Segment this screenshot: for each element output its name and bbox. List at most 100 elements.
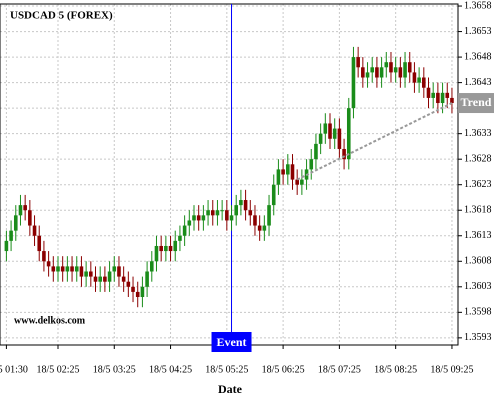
x-tick-label: 18/5 08:25 [374,364,417,375]
candle-body [229,215,234,221]
candle-body [9,230,13,241]
candle-body [398,67,403,78]
candle-body [182,225,187,236]
candle-body [210,210,215,216]
candle-body [234,205,239,216]
chart-title: USDCAD 5 (FOREX) [10,10,113,22]
candle-body [28,210,32,226]
y-tick-label: 1.3618 [464,205,492,216]
y-tick-label: 1.3593 [464,332,492,343]
candle-body [290,164,295,180]
candle-body [356,57,360,68]
candle-body [393,67,398,73]
candle-body [389,62,393,73]
candle-body [342,148,346,160]
candle-body [431,92,435,98]
candle-body [103,276,107,282]
candle-body [346,108,351,160]
candle-body [107,271,112,282]
candle-body [384,62,389,68]
candle-body [46,261,51,267]
candle-body [281,169,285,175]
x-tick-label: 18/5 01:30 [0,364,28,375]
event-label-box [211,332,252,352]
candle-body [18,205,23,216]
candle-body [295,179,299,185]
candle-body [4,240,9,252]
candle-body [267,205,271,226]
candle-body [178,235,182,241]
candle-body [412,72,417,83]
candle-body [60,266,65,272]
candle-body [168,245,173,252]
y-tick-label: 1.3658 [464,0,492,11]
candle-body [93,276,98,282]
candle-body [154,245,159,262]
y-tick-label: 1.3648 [464,51,492,62]
candle-body [65,266,70,272]
candle-body [450,97,454,104]
candle-body [220,210,224,212]
candle-body [379,67,384,78]
candle-body [262,225,267,231]
candle-body [192,215,196,221]
candle-body [440,92,445,104]
event-label: Event [217,335,247,349]
candle-body [309,159,314,170]
y-tick-label: 1.3623 [464,179,492,190]
candle-body [56,266,60,272]
candle-body [173,240,178,252]
x-tick-label: 18/5 05:25 [205,364,248,375]
y-tick-label: 1.3603 [464,281,492,292]
y-tick-label: 1.3653 [464,26,492,37]
trend-label-box [458,93,494,114]
candle-body [351,57,356,109]
candle-body [187,220,192,226]
candle-body [271,184,276,206]
candle-body [121,276,126,282]
candle-body [196,215,201,221]
candle-body [286,164,290,175]
candle-body [318,133,323,144]
y-tick-label: 1.3613 [464,230,492,241]
candle-body [159,245,163,252]
x-tick-label: 18/5 09:25 [430,364,473,375]
trend-line [296,102,453,181]
candle-body [51,266,56,272]
candle-body [89,271,93,277]
candle-body [337,128,342,149]
candle-body [42,251,46,262]
candle-body [407,62,412,73]
candle-body [243,200,248,211]
x-tick-label: 18/5 03:25 [93,364,136,375]
candle-body [145,271,149,287]
candle-body [79,266,84,277]
candle-body [332,128,337,139]
y-tick-label: 1.3628 [464,153,492,164]
candle-body [375,67,379,78]
candle-body [206,210,210,216]
candle-body [403,62,407,78]
candle-body [32,225,37,236]
candle-body [140,286,145,298]
x-axis-label: Date [218,382,243,396]
candle-body [328,123,332,139]
candle-body [436,92,440,104]
candle-body [98,276,102,282]
candle-body [131,286,135,292]
candle-body [70,266,74,272]
candle-body [300,179,304,185]
candle-body [215,210,220,216]
candle-body [445,92,450,98]
candle-body [361,67,365,78]
candle-body [117,266,121,277]
x-tick-label: 18/5 04:25 [149,364,192,375]
candle-body [239,200,243,206]
candle-body [257,225,262,231]
candle-body [417,77,421,83]
candle-body [365,72,370,78]
x-tick-label: 18/5 02:25 [36,364,79,375]
candle-body [149,261,154,272]
y-tick-label: 1.3608 [464,256,492,267]
